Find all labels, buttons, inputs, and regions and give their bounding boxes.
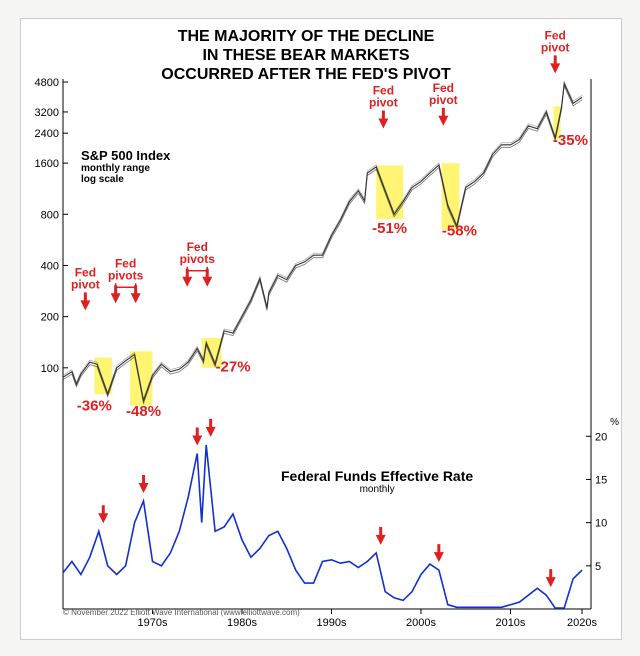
y-tick-label: 1600 [35, 158, 59, 170]
credit-text: © November 2022 Elliott Wave Internation… [63, 608, 300, 617]
y-tick-label-r: 5 [595, 561, 601, 573]
x-tick-label: 2000s [406, 617, 436, 629]
down-arrow-icon [376, 527, 386, 545]
y-tick-label: 2400 [35, 128, 59, 140]
x-tick-label: 2020s [567, 617, 597, 629]
y-tick-label: 4800 [35, 77, 59, 89]
down-arrow-icon [438, 108, 448, 126]
down-arrow-icon [192, 428, 202, 446]
down-arrow-icon [550, 55, 560, 73]
y-tick-label: 100 [41, 363, 59, 375]
down-arrow-icon [139, 475, 149, 493]
chart-panel: THE MAJORITY OF THE DECLINE IN THESE BEA… [20, 18, 622, 640]
y-tick-label: 200 [41, 312, 59, 324]
decline-pct-label: -27% [216, 359, 251, 376]
y-tick-label-r: 10 [595, 518, 607, 530]
pivot-label: pivots [180, 252, 216, 266]
highlight-box [130, 351, 152, 405]
chart-container: THE MAJORITY OF THE DECLINE IN THESE BEA… [0, 0, 640, 656]
y-tick-label-r: 15 [595, 474, 607, 486]
pivot-label: pivot [541, 40, 570, 54]
ffr-line [63, 445, 582, 608]
decline-pct-label: -51% [372, 220, 407, 237]
pivot-label: pivots [108, 268, 144, 282]
x-tick-label: 2010s [495, 617, 525, 629]
down-arrow-icon [98, 505, 108, 523]
bracket-icon [187, 267, 207, 271]
down-arrow-icon [378, 110, 388, 128]
down-arrow-icon [206, 419, 216, 437]
down-arrow-icon [434, 544, 444, 562]
down-arrow-icon [546, 569, 556, 587]
chart-svg: 100 200 400 800 1600 2400 3200 4800 5 10 15 20 1970s… [21, 19, 621, 639]
bracket-icon [116, 283, 136, 287]
y-tick-label: 400 [41, 260, 59, 272]
x-tick-label: 1990s [316, 617, 346, 629]
decline-pct-label: -58% [442, 223, 477, 240]
y-tick-label: 3200 [35, 107, 59, 119]
pivot-label: pivot [71, 277, 100, 291]
y-tick-label: 800 [41, 209, 59, 221]
x-tick-label: 1980s [227, 617, 257, 629]
decline-pct-label: -35% [553, 132, 588, 149]
sp500-line-range2 [63, 82, 582, 399]
highlight-box [442, 163, 460, 230]
percent-sign: % [610, 417, 619, 428]
x-tick-label: 1970s [137, 617, 167, 629]
decline-pct-label: -36% [77, 398, 112, 415]
down-arrow-icon [80, 292, 90, 310]
y-tick-label-r: 20 [595, 431, 607, 443]
pivot-label: pivot [429, 93, 458, 107]
decline-pct-label: -48% [126, 403, 161, 420]
pivot-label: pivot [369, 95, 398, 109]
highlight-box [376, 165, 403, 219]
